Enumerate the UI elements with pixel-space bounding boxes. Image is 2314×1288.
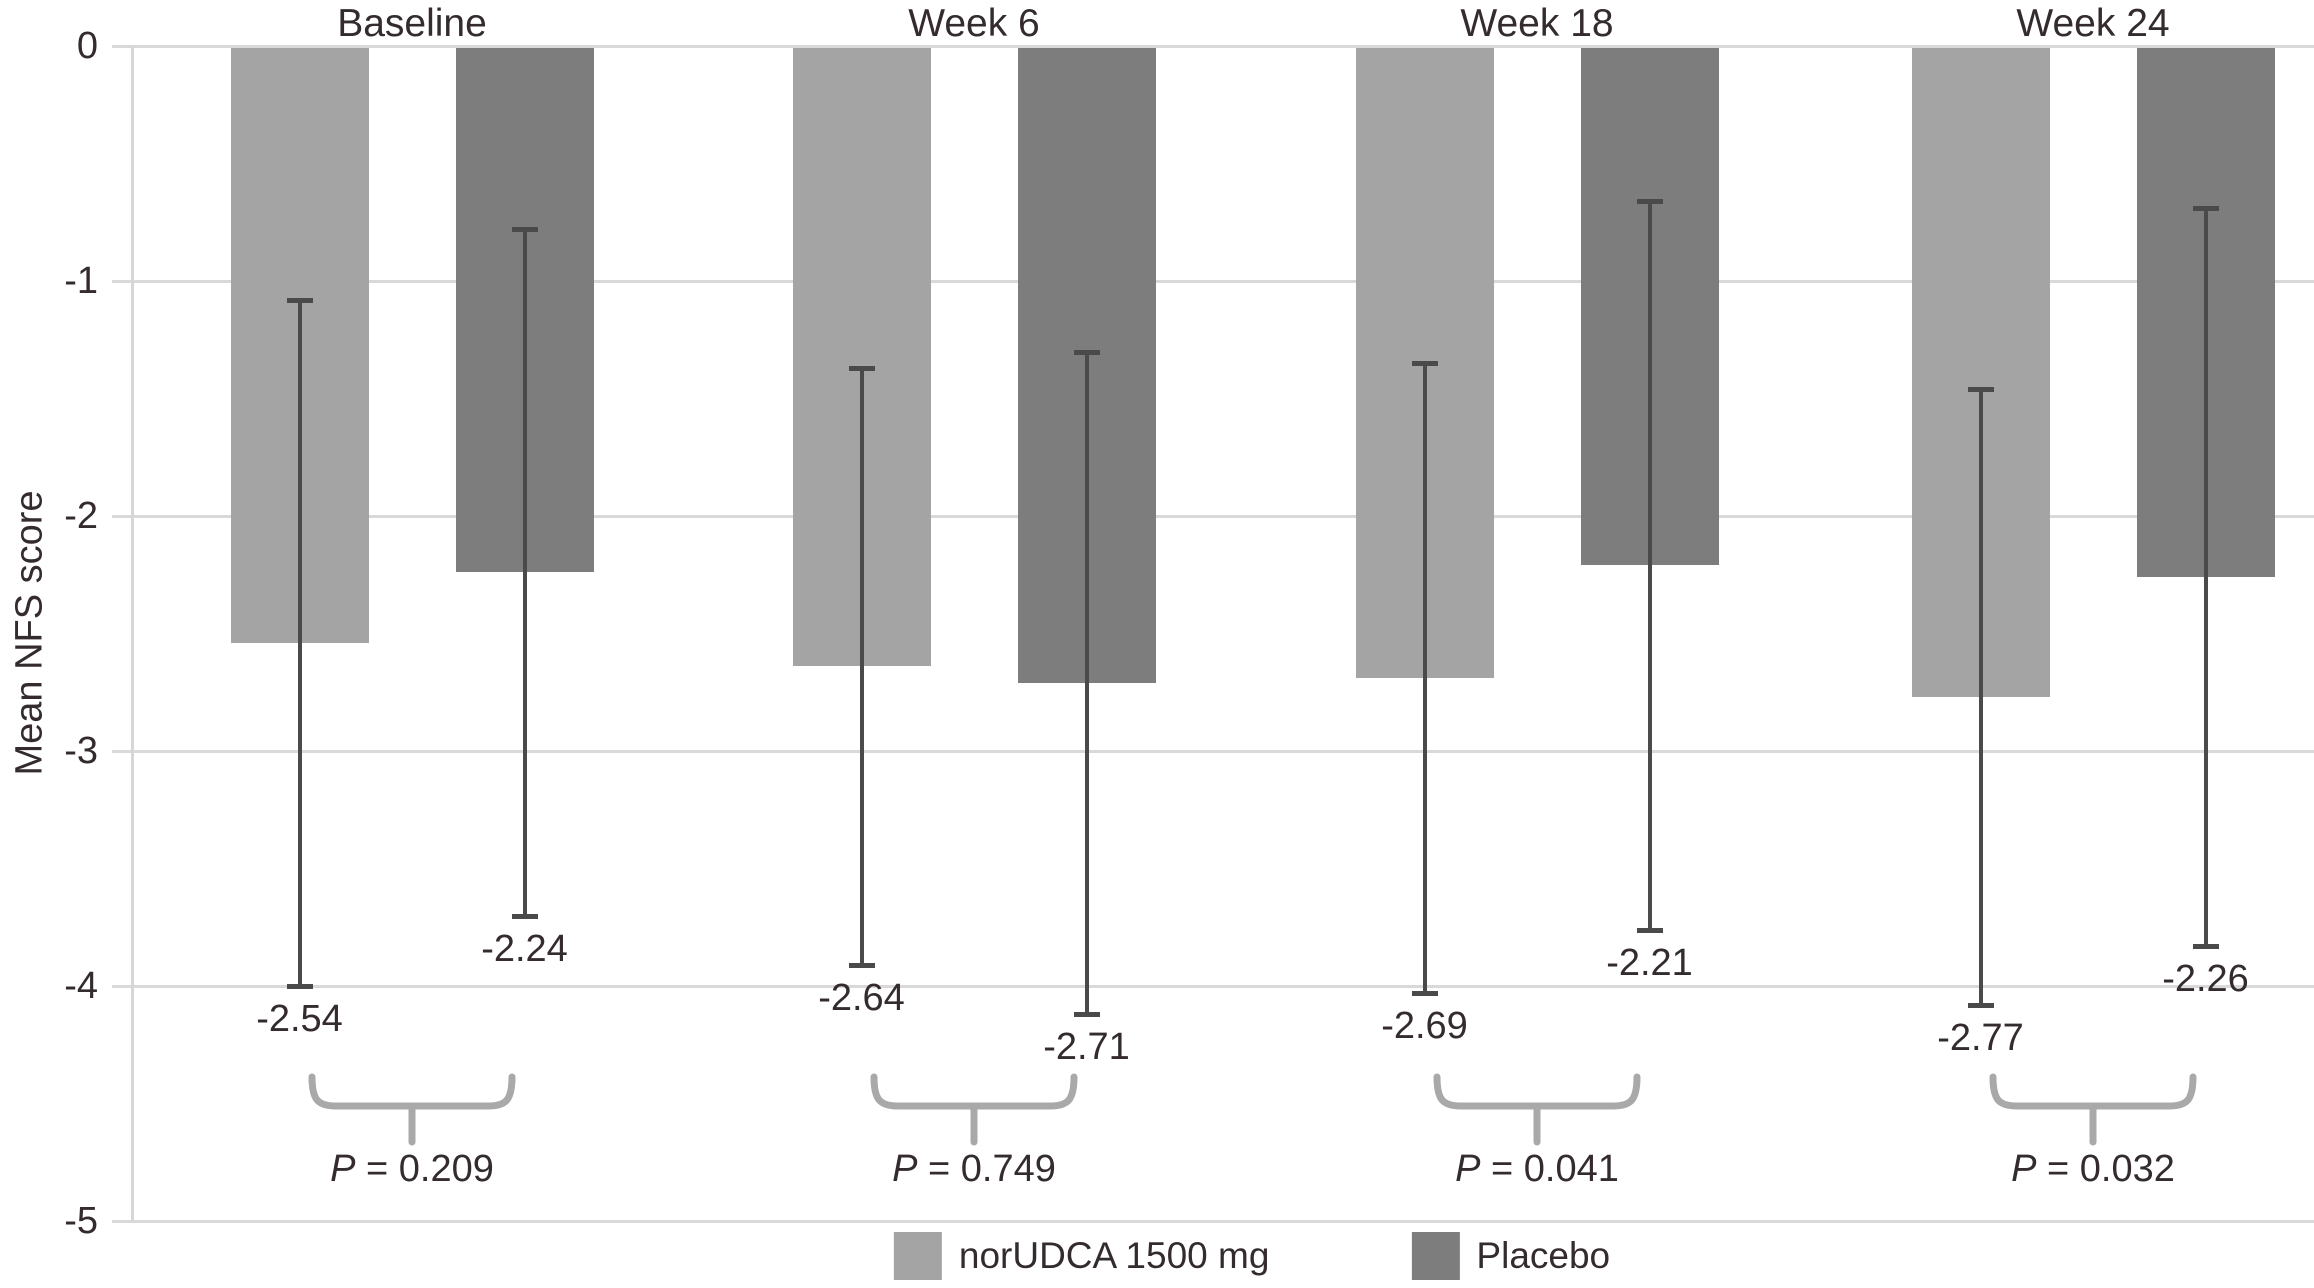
group-title: Week 18 (1460, 2, 1614, 45)
error-bar-cap (2192, 206, 2219, 212)
error-bar-cap (1967, 387, 1994, 393)
p-symbol: P (2011, 1148, 2037, 1190)
error-bar-cap (1636, 199, 1663, 205)
group-title: Week 24 (2016, 2, 2170, 45)
error-bar-line (2203, 208, 2208, 947)
bracket-path (1989, 1073, 2197, 1110)
legend: norUDCA 1500 mg Placebo (893, 1232, 1610, 1280)
error-bar-cap (1411, 361, 1438, 367)
gridline (112, 1220, 2314, 1223)
legend-label-placebo: Placebo (1476, 1235, 1611, 1276)
error-bar-line (522, 229, 527, 916)
p-value-label: P = 0.041 (1455, 1148, 1619, 1190)
error-bar-cap (848, 365, 875, 371)
group-title: Baseline (337, 2, 487, 45)
error-bar-cap (1411, 991, 1438, 997)
gridline (112, 45, 2314, 48)
gridline (112, 750, 2314, 753)
error-bar-cap (286, 297, 313, 303)
group-title: Week 6 (908, 2, 1040, 45)
comparison-bracket (1433, 1073, 1641, 1146)
value-label: -2.71 (1043, 1026, 1130, 1069)
error-bar-cap (1636, 927, 1663, 933)
error-bar-line (1647, 201, 1652, 930)
error-bar-cap (286, 984, 313, 989)
error-bar-line (297, 299, 302, 986)
value-label: -2.21 (1606, 941, 1693, 984)
legend-item-norudca: norUDCA 1500 mg (893, 1232, 1270, 1280)
value-label: -2.64 (818, 976, 905, 1019)
y-tick-label: -3 (64, 730, 98, 772)
error-bar-cap (2192, 944, 2219, 950)
comparison-bracket (1989, 1073, 2197, 1146)
error-bar-line (1978, 389, 1983, 1005)
bracket-path (870, 1073, 1078, 1110)
value-label: -2.54 (256, 998, 343, 1040)
y-tick-label: 0 (76, 25, 98, 67)
error-bar-line (859, 367, 864, 965)
p-symbol: P (330, 1148, 356, 1190)
p-symbol: P (1455, 1148, 1481, 1190)
p-symbol: P (892, 1148, 918, 1190)
error-bar-cap (848, 962, 875, 968)
error-bar-cap (1073, 1012, 1100, 1018)
legend-label-norudca: norUDCA 1500 mg (958, 1235, 1270, 1276)
comparison-bracket (308, 1073, 516, 1146)
legend-swatch-norudca (893, 1232, 942, 1280)
y-tick-label: -2 (64, 495, 98, 537)
y-axis-line (131, 46, 134, 1222)
value-label: -2.26 (2162, 958, 2249, 1001)
error-bar-cap (511, 227, 538, 233)
gridline (112, 985, 2314, 988)
value-label: -2.24 (481, 927, 568, 970)
comparison-bracket (870, 1073, 1078, 1146)
p-value-label: P = 0.032 (2011, 1148, 2175, 1190)
error-bar-cap (511, 913, 538, 919)
gridline (112, 515, 2314, 518)
bracket-path (308, 1073, 516, 1110)
y-tick-label: -5 (64, 1200, 98, 1242)
legend-item-placebo: Placebo (1411, 1232, 1610, 1280)
error-bar-cap (1073, 349, 1100, 355)
error-bar-line (1422, 363, 1427, 994)
error-bar-cap (1967, 1002, 1994, 1008)
value-label: -2.69 (1381, 1005, 1468, 1048)
bracket-path (1433, 1073, 1641, 1110)
p-value-label: P = 0.749 (892, 1148, 1056, 1190)
value-label: -2.77 (1937, 1016, 2024, 1059)
y-tick-label: -1 (64, 260, 98, 302)
legend-swatch-placebo (1411, 1232, 1460, 1280)
y-tick-label: -4 (64, 965, 98, 1007)
error-bar-line (1084, 351, 1089, 1015)
gridline (112, 280, 2314, 283)
p-value-label: P = 0.209 (330, 1148, 494, 1190)
